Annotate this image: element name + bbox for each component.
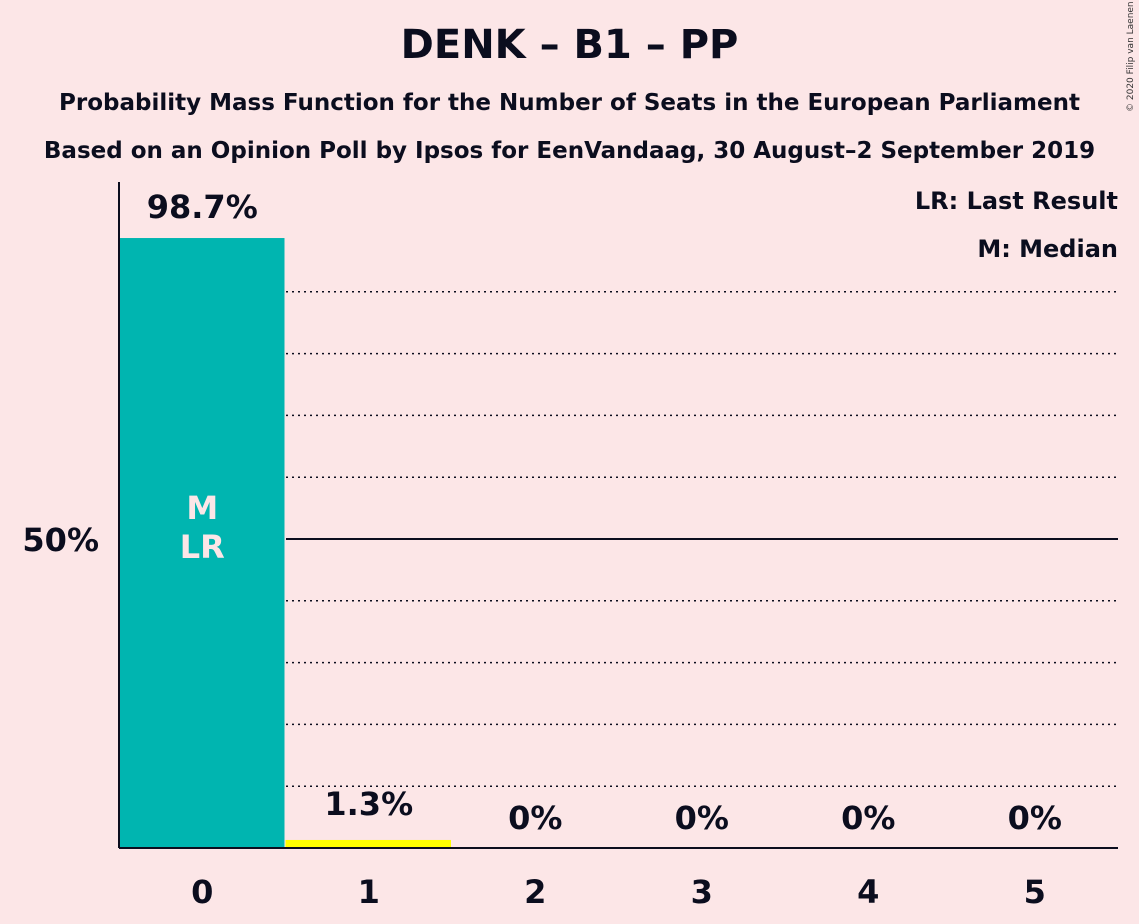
- y-tick-label: 50%: [22, 521, 99, 559]
- value-label: 98.7%: [147, 188, 258, 226]
- median-mark: M: [186, 489, 218, 527]
- x-tick-label: 3: [691, 873, 713, 911]
- bar-1: [285, 839, 451, 848]
- value-label: 0%: [675, 799, 729, 837]
- legend-median: M: Median: [977, 235, 1118, 263]
- x-tick-label: 1: [358, 873, 380, 911]
- value-labels: 0 98.7% 1 1.3% 2 0% 3 0% 4 0% 5 0% MLR: [147, 188, 1062, 911]
- value-label: 0%: [841, 799, 895, 837]
- gridlines: [286, 291, 1118, 787]
- x-tick-label: 5: [1024, 873, 1046, 911]
- last-result-mark: LR: [180, 528, 225, 566]
- value-label: 0%: [508, 799, 562, 837]
- chart-source-line: Based on an Opinion Poll by Ipsos for Ee…: [43, 138, 1096, 164]
- value-label: 1.3%: [324, 785, 413, 823]
- axes: 50%: [22, 182, 1118, 849]
- bars: [119, 238, 451, 848]
- legend-last-result: LR: Last Result: [915, 187, 1118, 215]
- chart-title: DENK – B1 – PP: [400, 22, 739, 68]
- bar-0: [119, 238, 285, 848]
- x-tick-label: 0: [191, 873, 213, 911]
- x-tick-label: 4: [857, 873, 879, 911]
- x-tick-label: 2: [524, 873, 546, 911]
- value-label: 0%: [1008, 799, 1062, 837]
- chart-subtitle: Probability Mass Function for the Number…: [59, 90, 1080, 116]
